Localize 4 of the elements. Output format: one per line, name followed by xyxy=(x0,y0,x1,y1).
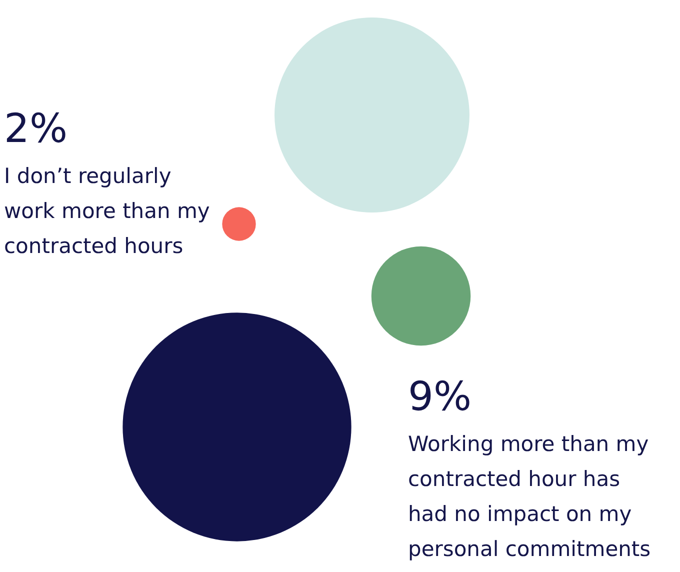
data-label: 2% xyxy=(4,106,68,152)
data-label: 9% xyxy=(408,374,472,420)
category-label: Working more than my contracted hour has had no impact on my personal commitments xyxy=(408,432,651,561)
category-label: I don’t regularly work more than my contracted hours xyxy=(4,164,210,258)
